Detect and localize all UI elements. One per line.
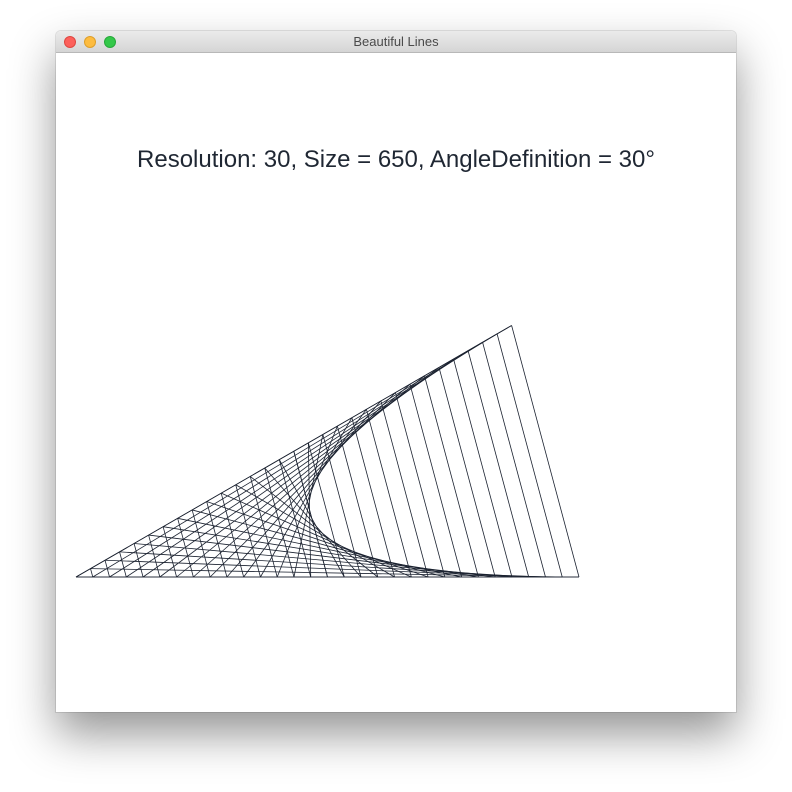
lattice-line: [278, 459, 312, 578]
lattice-line: [511, 325, 580, 578]
lattice-line: [395, 392, 446, 578]
zoom-button[interactable]: [104, 36, 116, 48]
lattice-line: [235, 484, 261, 578]
parameters-caption: Resolution: 30, Size = 650, AngleDefinit…: [137, 146, 655, 173]
lattice-line: [424, 375, 479, 578]
close-button[interactable]: [64, 36, 76, 48]
lattice-line: [453, 358, 513, 578]
minimize-button[interactable]: [84, 36, 96, 48]
window-title: Beautiful Lines: [353, 34, 439, 49]
lattice-line: [162, 526, 177, 578]
envelope-line: [307, 442, 312, 578]
lattice-line: [336, 425, 379, 578]
envelope-line: [75, 325, 512, 578]
window-content: Resolution: 30, Size = 650, AngleDefinit…: [56, 53, 736, 712]
lattice-line: [264, 467, 295, 578]
lattice-line: [191, 509, 211, 578]
title-bar[interactable]: Beautiful Lines: [56, 31, 736, 53]
lattice-line: [220, 493, 245, 578]
lattice-line: [438, 367, 496, 578]
envelope-line: [92, 333, 498, 578]
lattice-line: [467, 350, 530, 578]
lattice-line: [366, 409, 412, 578]
lattice-line: [119, 551, 127, 578]
envelope-line: [109, 341, 483, 578]
lattice-line: [496, 333, 563, 578]
envelope-line: [126, 350, 469, 578]
lattice-line: [90, 568, 94, 578]
app-window: Beautiful Lines Resolution: 30, Size = 6…: [56, 31, 736, 712]
lattice-line: [249, 476, 278, 578]
envelope-line: [142, 358, 454, 578]
lattice-line: [409, 384, 463, 578]
line-art-canvas: [75, 325, 580, 578]
envelope-line: [193, 383, 411, 578]
lattice-line: [482, 342, 546, 578]
lattice-line: [133, 543, 144, 578]
lattice-line: [380, 400, 429, 578]
lattice-line: [351, 417, 395, 578]
